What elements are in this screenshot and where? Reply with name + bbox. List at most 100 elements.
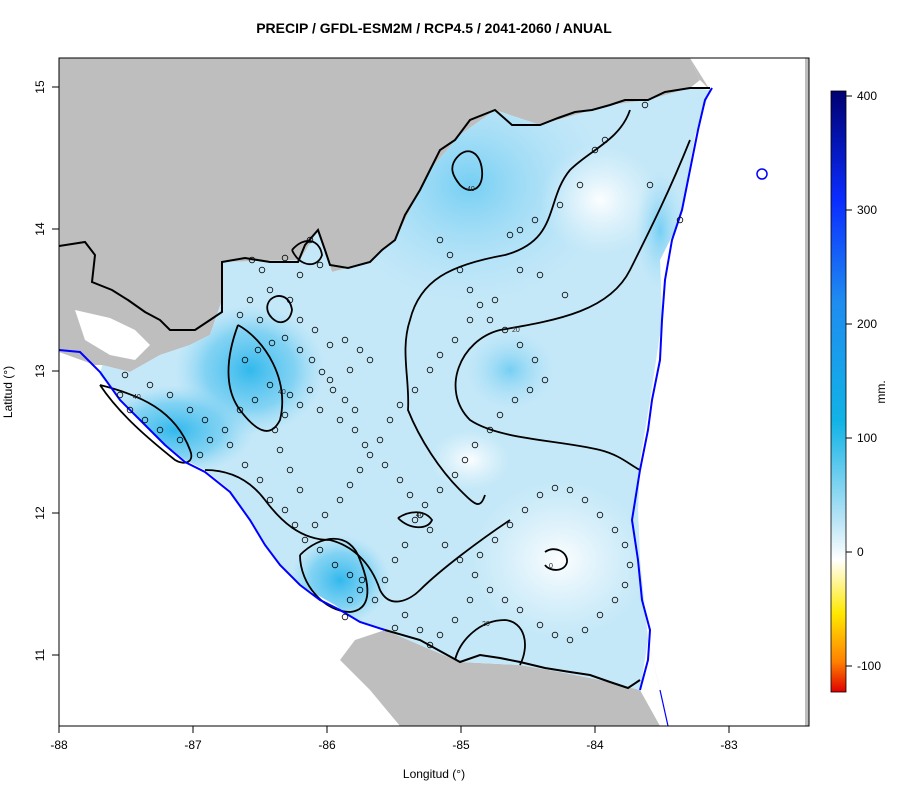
- station-marker: [176, 436, 184, 444]
- station-marker: [501, 326, 509, 334]
- station-marker: [506, 231, 514, 239]
- colorbar: [830, 90, 847, 693]
- station-marker: [196, 451, 204, 459]
- station-marker: [236, 311, 244, 319]
- station-marker: [254, 346, 262, 354]
- colorbar-tick-label: 300: [857, 203, 877, 217]
- station-marker: [268, 339, 276, 347]
- x-tick-label: -84: [586, 738, 604, 752]
- station-marker: [551, 631, 559, 639]
- caribbean-coastline: [630, 87, 713, 691]
- station-marker: [506, 521, 514, 529]
- station-marker: [206, 436, 214, 444]
- station-marker: [526, 386, 534, 394]
- station-marker: [531, 216, 539, 224]
- station-marker: [241, 461, 249, 469]
- station-marker: [496, 411, 504, 419]
- station-marker: [126, 406, 134, 414]
- costa-rica-land: [340, 630, 660, 726]
- station-marker: [676, 216, 684, 224]
- station-marker: [351, 426, 359, 434]
- station-marker: [426, 366, 434, 374]
- station-marker: [376, 436, 384, 444]
- station-marker: [466, 596, 474, 604]
- station-marker: [356, 466, 364, 474]
- station-marker: [271, 426, 279, 434]
- station-marker: [341, 613, 349, 621]
- station-marker: [461, 456, 469, 464]
- contour-40-north: [451, 150, 483, 191]
- station-marker: [531, 356, 539, 364]
- contour-label: 40: [133, 394, 141, 401]
- station-marker: [451, 336, 459, 344]
- x-tick-labels: -88 -87 -86 -85 -84 -83: [50, 738, 738, 752]
- station-marker: [316, 261, 324, 269]
- colorbar-tick-label: 200: [857, 317, 877, 331]
- station-marker: [346, 571, 354, 579]
- station-marker: [366, 356, 374, 364]
- station-marker: [491, 296, 499, 304]
- contour-label: 40: [467, 186, 475, 193]
- station-marker: [486, 426, 494, 434]
- station-marker: [391, 624, 399, 632]
- station-marker: [516, 226, 524, 234]
- contour-label: 40: [416, 512, 424, 519]
- station-marker: [516, 341, 524, 349]
- station-marker: [416, 511, 424, 519]
- station-marker: [286, 466, 294, 474]
- station-marker: [581, 626, 589, 634]
- contour-40-small: [397, 511, 434, 529]
- station-marker: [266, 381, 274, 389]
- caribbean-island: [756, 168, 768, 180]
- station-marker: [266, 286, 274, 294]
- station-marker: [291, 521, 299, 529]
- station-marker: [246, 296, 254, 304]
- x-tick-label: -85: [452, 738, 470, 752]
- field-southeast-min: [470, 480, 650, 640]
- contour-40-south: [299, 537, 369, 613]
- station-marker: [331, 561, 339, 569]
- station-marker: [236, 406, 244, 414]
- x-axis: [58, 725, 730, 733]
- colorbar-label: mm.: [874, 380, 888, 403]
- station-marker: [621, 541, 629, 549]
- station-marker: [286, 391, 294, 399]
- station-marker: [566, 486, 574, 494]
- field-center-min: [430, 430, 510, 490]
- station-marker: [306, 236, 314, 244]
- station-marker: [466, 286, 474, 294]
- colorbar-ticks: [846, 95, 852, 667]
- contour-0: [544, 548, 568, 571]
- station-marker: [241, 356, 249, 364]
- station-marker: [561, 291, 569, 299]
- station-marker: [596, 511, 604, 519]
- y-tick-label: 11: [33, 648, 47, 661]
- station-marker: [511, 396, 519, 404]
- station-marker: [611, 596, 619, 604]
- station-marker: [626, 561, 634, 569]
- station-marker: [311, 521, 319, 529]
- station-marker: [426, 526, 434, 534]
- station-marker: [281, 334, 289, 342]
- pacific-ocean: [59, 352, 660, 726]
- contour-label: 40: [278, 389, 286, 396]
- station-marker: [381, 576, 389, 584]
- station-marker: [601, 136, 609, 144]
- station-marker: [476, 551, 484, 559]
- pacific-coastline: [59, 349, 386, 631]
- station-marker: [186, 406, 194, 414]
- honduras-land: [59, 58, 700, 372]
- station-marker: [491, 536, 499, 544]
- lake-nicaragua-shore: [659, 689, 669, 726]
- station-marker: [556, 201, 564, 209]
- y-tick-label: 12: [33, 506, 47, 520]
- station-marker: [381, 461, 389, 469]
- station-marker: [516, 606, 524, 614]
- station-marker: [471, 441, 479, 449]
- station-marker: [276, 446, 284, 454]
- colorbar-tick-label: 400: [857, 89, 877, 103]
- station-marker: [551, 484, 559, 492]
- station-marker: [401, 541, 409, 549]
- station-marker: [466, 316, 474, 324]
- station-marker: [358, 576, 366, 584]
